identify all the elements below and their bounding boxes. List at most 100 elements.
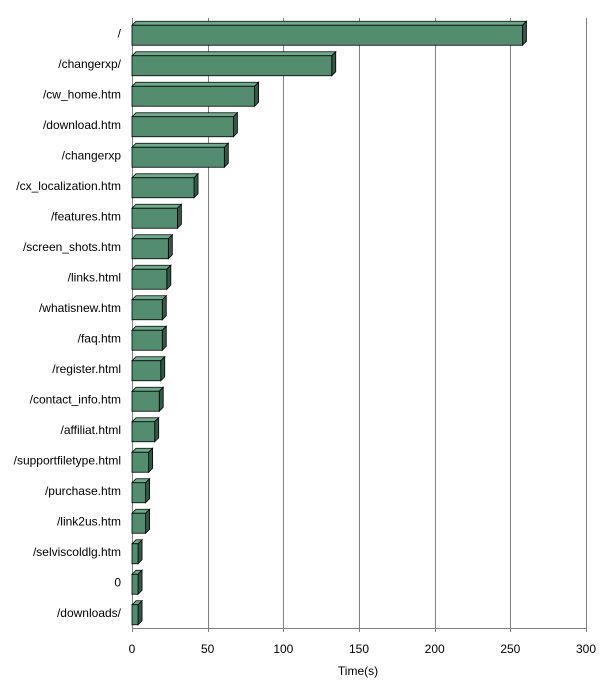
bar xyxy=(131,325,168,352)
y-tick-label: /supportfiletype.html xyxy=(14,453,121,467)
bar-front-face xyxy=(131,177,195,199)
bar xyxy=(131,599,144,626)
bar-front-face xyxy=(131,604,139,626)
bar-top-face xyxy=(131,81,260,87)
bar-front-face xyxy=(131,512,147,534)
bar xyxy=(131,508,151,535)
x-tick-label: 300 xyxy=(576,642,596,656)
y-tick-label: /downloads/ xyxy=(57,606,122,620)
bar-side-face xyxy=(148,447,154,474)
y-axis-tick-labels: / /changerxp/ /cw_home.htm/download.htm/ch… xyxy=(14,26,122,620)
bar-side-face xyxy=(161,294,167,321)
y-tick-label: /link2us.htm xyxy=(57,514,121,528)
bar-side-face xyxy=(232,111,238,138)
bar-front-face xyxy=(131,55,333,77)
x-tick-label: 50 xyxy=(201,642,215,656)
bar xyxy=(131,294,168,321)
bar-top-face xyxy=(131,356,166,362)
bar-side-face xyxy=(158,386,164,413)
bar xyxy=(131,81,260,108)
x-tick-label: 250 xyxy=(500,642,520,656)
bar-top-face xyxy=(131,51,337,57)
bar-front-face xyxy=(131,268,168,290)
bar xyxy=(131,50,337,77)
bar-side-face xyxy=(137,569,143,596)
bar-top-face xyxy=(131,417,160,423)
bar xyxy=(131,264,172,291)
x-tick-label: 150 xyxy=(349,642,369,656)
bar-front-face xyxy=(131,390,160,412)
bar xyxy=(131,20,528,47)
bar xyxy=(131,386,165,413)
bar-front-face xyxy=(131,573,139,595)
y-tick-label: /selviscoldlg.htm xyxy=(33,545,121,559)
bar xyxy=(131,111,239,138)
bar-front-face xyxy=(131,116,234,138)
bar-side-face xyxy=(160,355,166,382)
y-tick-label: / xyxy=(118,26,122,40)
x-axis-title: Time(s) xyxy=(338,664,378,678)
bar-front-face xyxy=(131,451,150,473)
bar-side-face xyxy=(154,416,160,443)
x-axis-tick-labels: 0 50 100 150 200 250 300 xyxy=(129,642,597,656)
y-tick-label: /register.html xyxy=(52,362,121,376)
y-tick-label: /links.html xyxy=(68,270,121,284)
bar-side-face xyxy=(137,599,143,626)
bar-side-face xyxy=(167,233,173,260)
bar xyxy=(131,233,174,260)
bar-front-face xyxy=(131,238,169,260)
x-tick-label: 100 xyxy=(273,642,293,656)
bar-series xyxy=(131,20,528,626)
bar-front-face xyxy=(131,85,255,107)
bar xyxy=(131,416,160,443)
bar xyxy=(131,172,200,199)
bar-side-face xyxy=(145,477,151,504)
y-tick-label: /changerxp xyxy=(62,148,122,162)
bar-top-face xyxy=(131,20,528,26)
bar-side-face xyxy=(193,172,199,199)
bar-front-face xyxy=(131,360,162,382)
y-tick-label: /download.htm xyxy=(43,118,121,132)
bar-side-face xyxy=(166,264,172,291)
y-tick-label: /faq.htm xyxy=(78,331,121,345)
bar xyxy=(131,569,144,596)
bar-front-face xyxy=(131,207,178,229)
bar-front-face xyxy=(131,329,163,351)
bar-top-face xyxy=(131,173,200,179)
y-tick-label: /cw_home.htm xyxy=(43,87,121,101)
bar-front-face xyxy=(131,146,225,168)
bar-top-face xyxy=(131,234,174,240)
bar xyxy=(131,538,144,565)
bar-top-face xyxy=(131,142,230,148)
bar-side-face xyxy=(176,203,182,230)
x-tick-label: 0 xyxy=(129,642,136,656)
bar-side-face xyxy=(223,142,229,169)
x-tick-label: 200 xyxy=(425,642,445,656)
bar xyxy=(131,477,151,504)
bar-side-face xyxy=(137,538,143,565)
bar-top-face xyxy=(131,325,168,331)
bar-front-face xyxy=(131,482,147,504)
y-tick-label: /whatisnew.htm xyxy=(39,301,121,315)
bar-side-face xyxy=(522,20,527,47)
bar-side-face xyxy=(161,325,167,352)
bar-top-face xyxy=(131,203,183,209)
bar-top-face xyxy=(131,264,172,270)
bar-front-face xyxy=(131,543,139,565)
bar-top-face xyxy=(131,112,239,118)
bar xyxy=(131,447,154,474)
y-tick-label: /affiliat.html xyxy=(61,423,121,437)
y-tick-label: 0 xyxy=(114,575,121,589)
y-tick-label: /changerxp/ xyxy=(58,57,121,71)
bar-side-face xyxy=(145,508,151,535)
y-tick-label: /features.htm xyxy=(51,209,121,223)
bar-side-face xyxy=(254,81,259,108)
y-tick-label: /screen_shots.htm xyxy=(23,240,121,254)
bar xyxy=(131,142,230,169)
bar xyxy=(131,355,166,382)
bar-front-face xyxy=(131,299,163,321)
bar-top-face xyxy=(131,386,165,392)
bar-front-face xyxy=(131,24,523,46)
